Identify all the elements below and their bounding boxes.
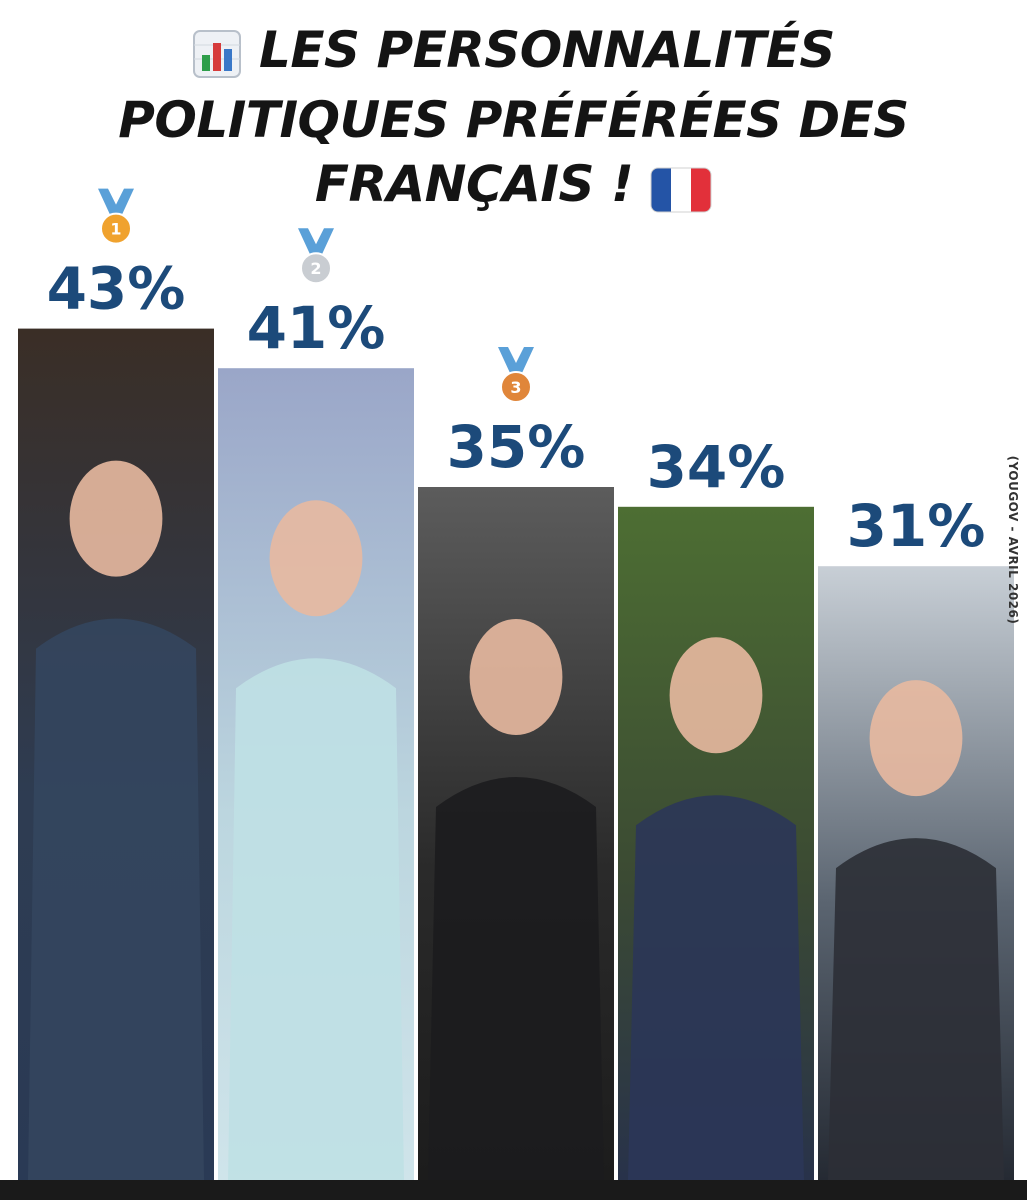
title-line-3: FRANÇAIS ! xyxy=(314,155,634,213)
medal-1-number: 1 xyxy=(110,220,121,239)
bar-chart-emoji-icon xyxy=(192,24,242,88)
source-note: (YOUGOV - AVRIL 2026) xyxy=(1006,455,1020,625)
title-line-2: POLITIQUES PRÉFÉRÉES DES xyxy=(118,91,909,149)
value-label-3: 35% xyxy=(447,413,586,481)
portrait-photo-1 xyxy=(28,460,204,1180)
page-title: LES PERSONNALITÉS POLITIQUES PRÉFÉRÉES D… xyxy=(0,18,1027,222)
portrait-photo-3 xyxy=(428,619,604,1180)
bottom-bar xyxy=(0,1180,1027,1200)
value-label-1: 43% xyxy=(47,255,186,323)
value-label-5: 31% xyxy=(847,492,986,560)
medal-3-icon: 3 xyxy=(498,347,534,403)
title-line-1: LES PERSONNALITÉS xyxy=(259,21,835,79)
value-label-4: 34% xyxy=(647,433,786,501)
medal-3-number: 3 xyxy=(510,378,521,397)
portrait-photo-5 xyxy=(828,680,1004,1180)
medal-2-number: 2 xyxy=(310,259,321,278)
medal-1-icon: 1 xyxy=(98,188,134,245)
medal-2-icon: 2 xyxy=(298,228,334,285)
france-flag-icon xyxy=(650,158,712,222)
portrait-photo-4 xyxy=(628,637,804,1180)
portrait-photo-2 xyxy=(228,500,404,1180)
value-label-2: 41% xyxy=(247,294,386,362)
